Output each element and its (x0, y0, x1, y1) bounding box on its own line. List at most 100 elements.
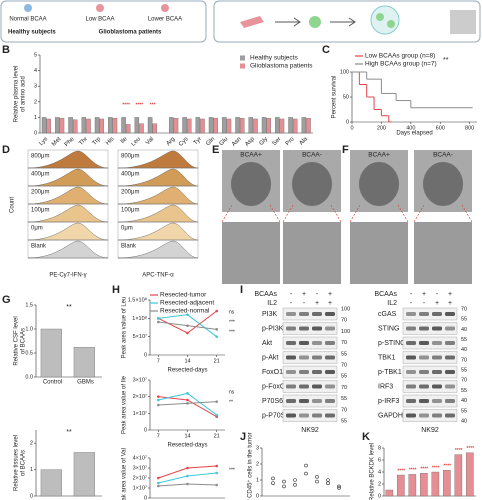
image-label: BCAA- (302, 152, 322, 159)
x-axis-label: Resected-days (167, 368, 207, 374)
band (299, 341, 309, 345)
legend-label: Resected-adjacent (160, 300, 214, 307)
person-icon (96, 4, 104, 12)
group-label: Lower BCAA (148, 17, 182, 23)
cell-icon (387, 20, 395, 28)
kda-marker: 40 (461, 347, 467, 353)
band (325, 413, 335, 418)
band (312, 370, 322, 374)
bar (253, 118, 258, 134)
histogram (27, 168, 109, 187)
point (157, 484, 160, 488)
bar (443, 470, 451, 497)
bar (385, 489, 394, 497)
row-label: 100μm (121, 208, 139, 214)
band (325, 355, 335, 360)
y-axis-label: Relative BCKDK level (370, 443, 376, 500)
band (445, 341, 455, 345)
y-tick-label: 1 (256, 477, 259, 483)
bar (152, 123, 157, 134)
point (186, 313, 189, 316)
annotation: **** (443, 464, 451, 470)
bar (431, 471, 440, 497)
row-label: 800μm (31, 154, 49, 160)
em-zoom (350, 222, 408, 284)
bar (226, 118, 232, 134)
point (282, 479, 286, 484)
point (315, 474, 319, 479)
band (432, 326, 442, 331)
y-tick-label: 1×10⁸ (132, 315, 147, 322)
bar (186, 118, 192, 134)
y-axis-label: Percent survival (332, 76, 338, 119)
y-tick-label: 0 (34, 130, 37, 136)
band (406, 341, 416, 345)
protein-label: p-PI3K (262, 325, 284, 332)
x-tick-label: Met (51, 136, 63, 148)
protein-label: p-FoxO1 (262, 383, 289, 390)
x-axis-label: APC-TNF-α (142, 273, 174, 279)
condition-name: IL2 (267, 300, 277, 307)
x-tick-label: His (105, 136, 115, 146)
bar (40, 328, 62, 378)
panel-label: B (2, 44, 10, 56)
band (299, 326, 309, 331)
bar (466, 452, 474, 497)
band (419, 370, 429, 374)
bar (195, 117, 201, 134)
cell (359, 162, 399, 206)
y-tick-label: 3 (256, 445, 259, 451)
kda-marker: 40 (461, 327, 467, 333)
bar (59, 118, 65, 134)
histogram (117, 240, 199, 259)
band (419, 399, 429, 403)
legend-swatch (240, 63, 245, 69)
band (419, 413, 429, 418)
y-tick-label: 8 (378, 445, 381, 451)
band (325, 326, 335, 331)
point (326, 478, 330, 482)
bar (134, 117, 140, 134)
protein-label: cGAS (378, 311, 397, 318)
bar (248, 117, 254, 134)
band (445, 384, 455, 389)
bar (55, 117, 60, 134)
panel-label: K (362, 431, 370, 443)
annotation: **** (397, 468, 405, 474)
histogram (27, 222, 109, 241)
panel-label: H (112, 284, 120, 296)
bar (420, 473, 428, 497)
kda-marker: 70 (461, 306, 467, 312)
bar (125, 124, 131, 134)
band (286, 413, 296, 418)
y-tick-label: 5×10⁷ (133, 333, 147, 340)
row-label: 0μm (121, 226, 133, 232)
band (419, 326, 429, 331)
histogram (27, 240, 109, 259)
device-icon (450, 10, 476, 34)
condition-sign: + (328, 300, 332, 307)
point (293, 478, 297, 482)
band (445, 399, 455, 403)
kda-marker: 70 (341, 318, 347, 324)
band (299, 413, 309, 418)
y-tick-label: 3×10⁷ (133, 464, 147, 471)
point (186, 482, 189, 486)
y-axis-label: Peak area value of Ile (122, 375, 128, 434)
blot-strip (282, 409, 338, 422)
kda-marker: 40 (461, 418, 467, 424)
band (286, 370, 296, 374)
y-tick-label: 0 (144, 495, 147, 500)
panel-label: I (240, 284, 243, 296)
band (286, 355, 296, 360)
y-tick-label: 0 (378, 493, 381, 499)
x-tick-label: 14 (184, 358, 190, 364)
band (312, 312, 322, 316)
blot-strip (402, 336, 458, 350)
condition-sign: - (290, 300, 293, 307)
blot-strip (282, 322, 338, 335)
x-tick-label: Glu (219, 136, 230, 147)
bar (121, 117, 126, 134)
y-tick-label: 2×10⁷ (133, 393, 147, 400)
